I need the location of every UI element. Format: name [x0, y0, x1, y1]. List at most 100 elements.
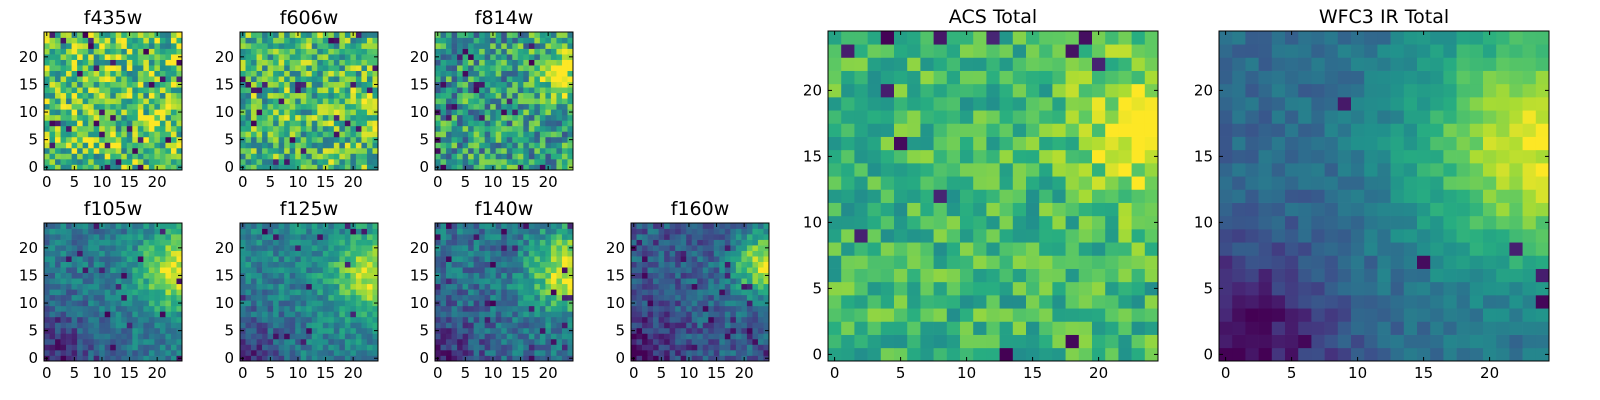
heatmap-cell	[300, 37, 307, 44]
heatmap-cell	[132, 120, 139, 127]
heatmap-cell	[99, 142, 106, 149]
heatmap-cell	[176, 305, 183, 312]
heatmap-cell	[267, 158, 274, 165]
heatmap-cell	[355, 125, 362, 132]
heatmap-cell	[289, 48, 296, 55]
heatmap-cell	[49, 223, 56, 229]
heatmap-cell	[658, 234, 665, 240]
heatmap-cell	[55, 158, 61, 165]
heatmap-cell	[240, 48, 246, 55]
heatmap-cell	[1105, 215, 1119, 230]
heatmap-cell	[669, 338, 676, 345]
heatmap-cell	[251, 289, 257, 296]
heatmap-cell	[664, 300, 670, 307]
heatmap-cell	[457, 322, 463, 329]
heatmap-cell	[115, 234, 122, 240]
heatmap-cell	[77, 261, 83, 268]
heatmap-cell	[110, 48, 117, 55]
heatmap-cell	[867, 255, 882, 269]
heatmap-cell	[306, 48, 313, 55]
heatmap-cell	[49, 349, 56, 356]
heatmap-cell	[457, 76, 463, 83]
heatmap-cell	[757, 316, 764, 323]
heatmap-cell	[60, 87, 67, 94]
heatmap-cell	[757, 294, 764, 301]
heatmap-cell	[110, 338, 117, 345]
heatmap-cell	[104, 65, 111, 71]
heatmap-cell	[300, 98, 307, 105]
heatmap-cell	[284, 250, 291, 257]
heatmap-cell	[339, 234, 346, 240]
heatmap-cell	[66, 59, 72, 66]
heatmap-cell	[451, 147, 458, 154]
heatmap-cell	[300, 322, 307, 329]
heatmap-cell	[306, 59, 313, 66]
heatmap-cell	[479, 234, 486, 240]
heatmap-cell	[44, 153, 50, 160]
heatmap-cell	[71, 98, 78, 105]
heatmap-cell	[110, 316, 117, 323]
heatmap-cell	[126, 333, 133, 340]
x-tick-label: 15	[707, 364, 726, 382]
heatmap-cell	[462, 278, 469, 285]
heatmap-cell	[484, 272, 491, 279]
heatmap-cell	[121, 256, 128, 262]
heatmap-cell	[273, 70, 279, 77]
heatmap-cell	[986, 202, 1000, 217]
heatmap-cell	[545, 43, 552, 49]
heatmap-cell	[126, 43, 133, 49]
heatmap-cell	[763, 316, 770, 323]
heatmap-cell	[143, 267, 150, 274]
x-tick-label: 0	[433, 364, 443, 382]
heatmap-cell	[66, 48, 72, 55]
heatmap-cell	[730, 316, 737, 323]
heatmap-cell	[256, 164, 263, 171]
heatmap-cell	[539, 355, 546, 362]
heatmap-cell	[295, 344, 302, 351]
heatmap-cell	[278, 76, 285, 83]
heatmap-cell	[960, 268, 974, 283]
heatmap-cell	[647, 278, 654, 285]
heatmap-cell	[741, 305, 748, 312]
heatmap-cell	[77, 81, 83, 88]
heatmap-cell	[986, 176, 1000, 190]
heatmap-cell	[561, 54, 568, 60]
y-tick-label: 20	[410, 48, 429, 66]
heatmap-cell	[539, 48, 546, 55]
heatmap-cell	[539, 153, 546, 160]
heatmap-cell	[366, 32, 373, 38]
heatmap-cell	[148, 272, 155, 279]
heatmap-cell	[55, 43, 61, 49]
heatmap-cell	[328, 267, 335, 274]
heatmap-cell	[495, 278, 502, 285]
heatmap-cell	[484, 267, 491, 274]
heatmap-cell	[159, 114, 166, 121]
heatmap-cell	[517, 59, 524, 66]
heatmap-cell	[561, 158, 568, 165]
heatmap-cell	[512, 87, 519, 94]
heatmap-cell	[435, 250, 441, 257]
heatmap-cell	[170, 103, 177, 110]
heatmap-cell	[675, 278, 682, 285]
heatmap-cell	[708, 305, 715, 312]
heatmap-cell	[82, 283, 89, 290]
heatmap-cell	[273, 136, 279, 143]
heatmap-cell	[534, 109, 541, 116]
heatmap-cell	[702, 316, 709, 323]
heatmap-cell	[115, 136, 122, 143]
heatmap-cell	[361, 164, 368, 171]
x-tick-label: 15	[511, 364, 530, 382]
heatmap-cell	[561, 256, 568, 262]
heatmap-cell	[333, 311, 340, 318]
heatmap-cell	[284, 43, 291, 49]
heatmap-cell	[251, 48, 257, 55]
heatmap-cell	[159, 267, 166, 274]
x-tick-label: 0	[238, 364, 248, 382]
heatmap-cell	[691, 327, 698, 334]
heatmap-cell	[1078, 268, 1093, 283]
heatmap-cell	[960, 149, 974, 164]
heatmap-cell	[741, 239, 748, 246]
heatmap-cell	[273, 147, 279, 154]
heatmap-cell	[702, 256, 709, 262]
heatmap-cell	[245, 223, 252, 229]
